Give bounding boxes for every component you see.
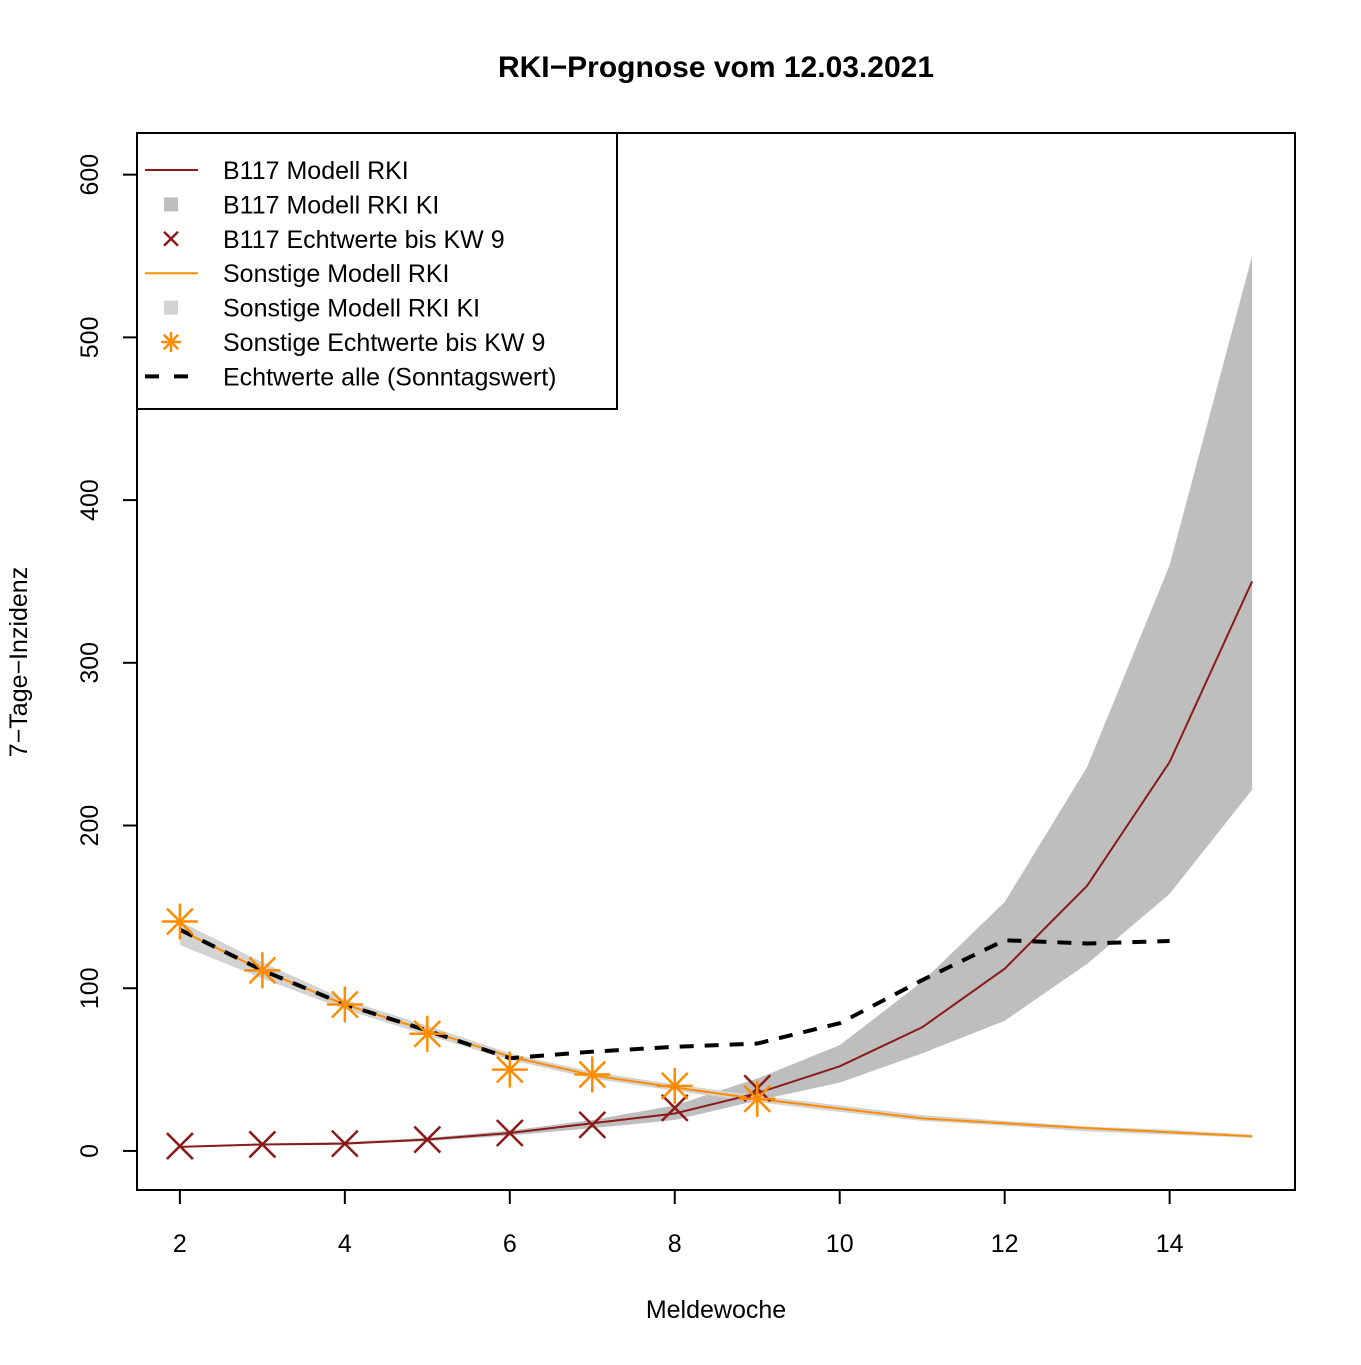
marker-x-b117-echtwerte-bis-kw-9 xyxy=(413,1125,442,1154)
y-tick-label: 400 xyxy=(76,479,104,521)
legend-entry: B117 Modell RKI xyxy=(145,157,409,185)
marker-x-b117-echtwerte-bis-kw-9 xyxy=(660,1093,689,1122)
legend-x-icon xyxy=(163,230,179,247)
x-tick-label: 14 xyxy=(1156,1230,1184,1258)
y-tick-label: 200 xyxy=(76,805,104,847)
x-tick-label: 2 xyxy=(173,1230,187,1258)
marker-star-sonstige-echtwerte-bis-kw-9 xyxy=(161,903,198,940)
legend-square-icon xyxy=(164,197,178,212)
legend-entry: Sonstige Modell RKI KI xyxy=(164,295,480,323)
marker-star-sonstige-echtwerte-bis-kw-9 xyxy=(244,952,281,989)
marker-star-sonstige-echtwerte-bis-kw-9 xyxy=(409,1015,446,1052)
legend-entry: Sonstige Echtwerte bis KW 9 xyxy=(161,329,545,357)
x-axis-label: Meldewoche xyxy=(646,1296,786,1324)
band-sonstige-modell-rki-ki xyxy=(179,921,1253,1138)
legend-entry: Sonstige Modell RKI xyxy=(145,260,450,288)
y-tick-label: 500 xyxy=(76,317,104,359)
x-tick-label: 12 xyxy=(991,1230,1019,1258)
marker-x-b117-echtwerte-bis-kw-9 xyxy=(330,1129,359,1158)
chart-title: RKI−Prognose vom 12.03.2021 xyxy=(498,51,934,84)
line-sonstige-modell-rki xyxy=(179,929,1253,1138)
marker-star-sonstige-echtwerte-bis-kw-9 xyxy=(491,1051,528,1088)
y-tick-label: 0 xyxy=(76,1144,104,1158)
legend-entry: B117 Modell RKI KI xyxy=(164,191,439,219)
x-tick-label: 8 xyxy=(668,1230,682,1258)
legend: B117 Modell RKI B117 Modell RKI KI B117 Ec… xyxy=(136,132,618,410)
x-tick-label: 10 xyxy=(826,1230,854,1258)
legend-label: Sonstige Echtwerte bis KW 9 xyxy=(223,329,545,357)
legend-label: Sonstige Modell RKI xyxy=(223,260,450,288)
band-b117-modell-rki-ki xyxy=(179,256,1253,1148)
marker-x-b117-echtwerte-bis-kw-9 xyxy=(166,1132,194,1160)
line-b117-modell-rki xyxy=(179,581,1254,1148)
legend-label: B117 Echtwerte bis KW 9 xyxy=(223,226,505,254)
y-tick-label: 600 xyxy=(76,154,104,196)
y-axis-label: 7−Tage−Inzidenz xyxy=(5,567,33,757)
legend-entry: Echtwerte alle (Sonntagswert) xyxy=(145,363,556,391)
x-tick-label: 4 xyxy=(338,1230,352,1258)
legend-label: Sonstige Modell RKI KI xyxy=(223,295,480,323)
marker-x-b117-echtwerte-bis-kw-9 xyxy=(578,1111,607,1139)
marker-x-b117-echtwerte-bis-kw-9 xyxy=(248,1130,277,1159)
legend-square-icon xyxy=(164,300,178,315)
legend-star-icon xyxy=(161,332,181,352)
legend-entry: B117 Echtwerte bis KW 9 xyxy=(163,226,505,254)
marker-star-sonstige-echtwerte-bis-kw-9 xyxy=(574,1056,611,1093)
marker-star-sonstige-echtwerte-bis-kw-9 xyxy=(739,1080,776,1117)
plot-area xyxy=(161,256,1254,1160)
legend-label: Echtwerte alle (Sonntagswert) xyxy=(223,363,556,391)
axes: 2 4 6 8 10 12 14 0 100 200 300 400 500 600 xyxy=(76,154,1184,1258)
marker-x-b117-echtwerte-bis-kw-9 xyxy=(495,1119,524,1147)
legend-label: B117 Modell RKI KI xyxy=(223,191,439,219)
legend-box xyxy=(136,132,618,410)
marker-star-sonstige-echtwerte-bis-kw-9 xyxy=(656,1067,693,1104)
y-tick-label: 300 xyxy=(76,642,104,684)
plot-frame xyxy=(136,132,1296,1191)
legend-label: B117 Modell RKI xyxy=(223,157,409,185)
x-tick-label: 6 xyxy=(503,1230,517,1258)
marker-star-sonstige-echtwerte-bis-kw-9 xyxy=(326,986,363,1023)
y-tick-label: 100 xyxy=(76,967,104,1009)
